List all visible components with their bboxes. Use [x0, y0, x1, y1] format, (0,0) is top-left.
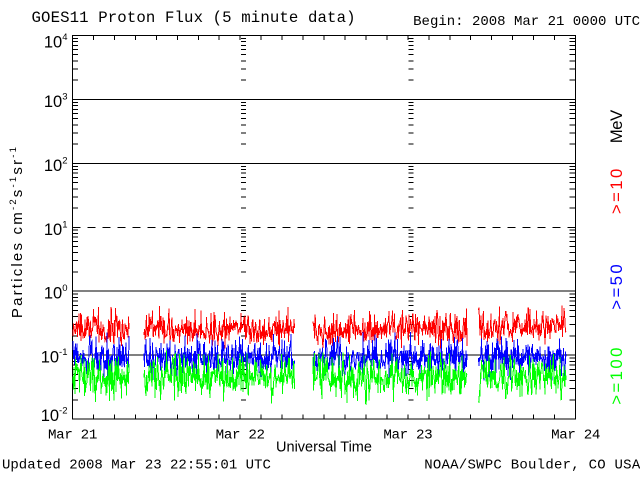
- svg-text:Begin: 2008 Mar 21 0000 UTC: Begin: 2008 Mar 21 0000 UTC: [413, 14, 640, 30]
- svg-text:NOAA/SWPC Boulder, CO USA: NOAA/SWPC Boulder, CO USA: [424, 457, 640, 473]
- svg-text:101: 101: [44, 219, 68, 239]
- svg-text:104: 104: [44, 32, 68, 52]
- svg-text:Particles cm-2s-1sr-1: Particles cm-2s-1sr-1: [8, 145, 26, 318]
- svg-text:100: 100: [44, 283, 68, 303]
- svg-text:Universal Time: Universal Time: [276, 440, 372, 456]
- svg-text:Mar 23: Mar 23: [383, 428, 432, 444]
- svg-text:102: 102: [44, 155, 68, 175]
- svg-text:Updated 2008 Mar 23 22:55:01 U: Updated 2008 Mar 23 22:55:01 UTC: [2, 457, 271, 473]
- svg-text:10-2: 10-2: [41, 405, 68, 425]
- svg-text:Mar 24: Mar 24: [551, 428, 600, 444]
- svg-text:Mar 21: Mar 21: [48, 428, 97, 444]
- svg-text:103: 103: [44, 91, 68, 111]
- svg-text:>=100: >=100: [607, 345, 626, 405]
- svg-text:10-1: 10-1: [41, 347, 68, 367]
- svg-text:MeV: MeV: [607, 109, 626, 143]
- svg-text:GOES11 Proton Flux (5 minute d: GOES11 Proton Flux (5 minute data): [32, 9, 356, 27]
- svg-text:Mar 22: Mar 22: [216, 428, 265, 444]
- svg-text:>=50: >=50: [607, 262, 626, 310]
- svg-text:>=10: >=10: [607, 166, 626, 214]
